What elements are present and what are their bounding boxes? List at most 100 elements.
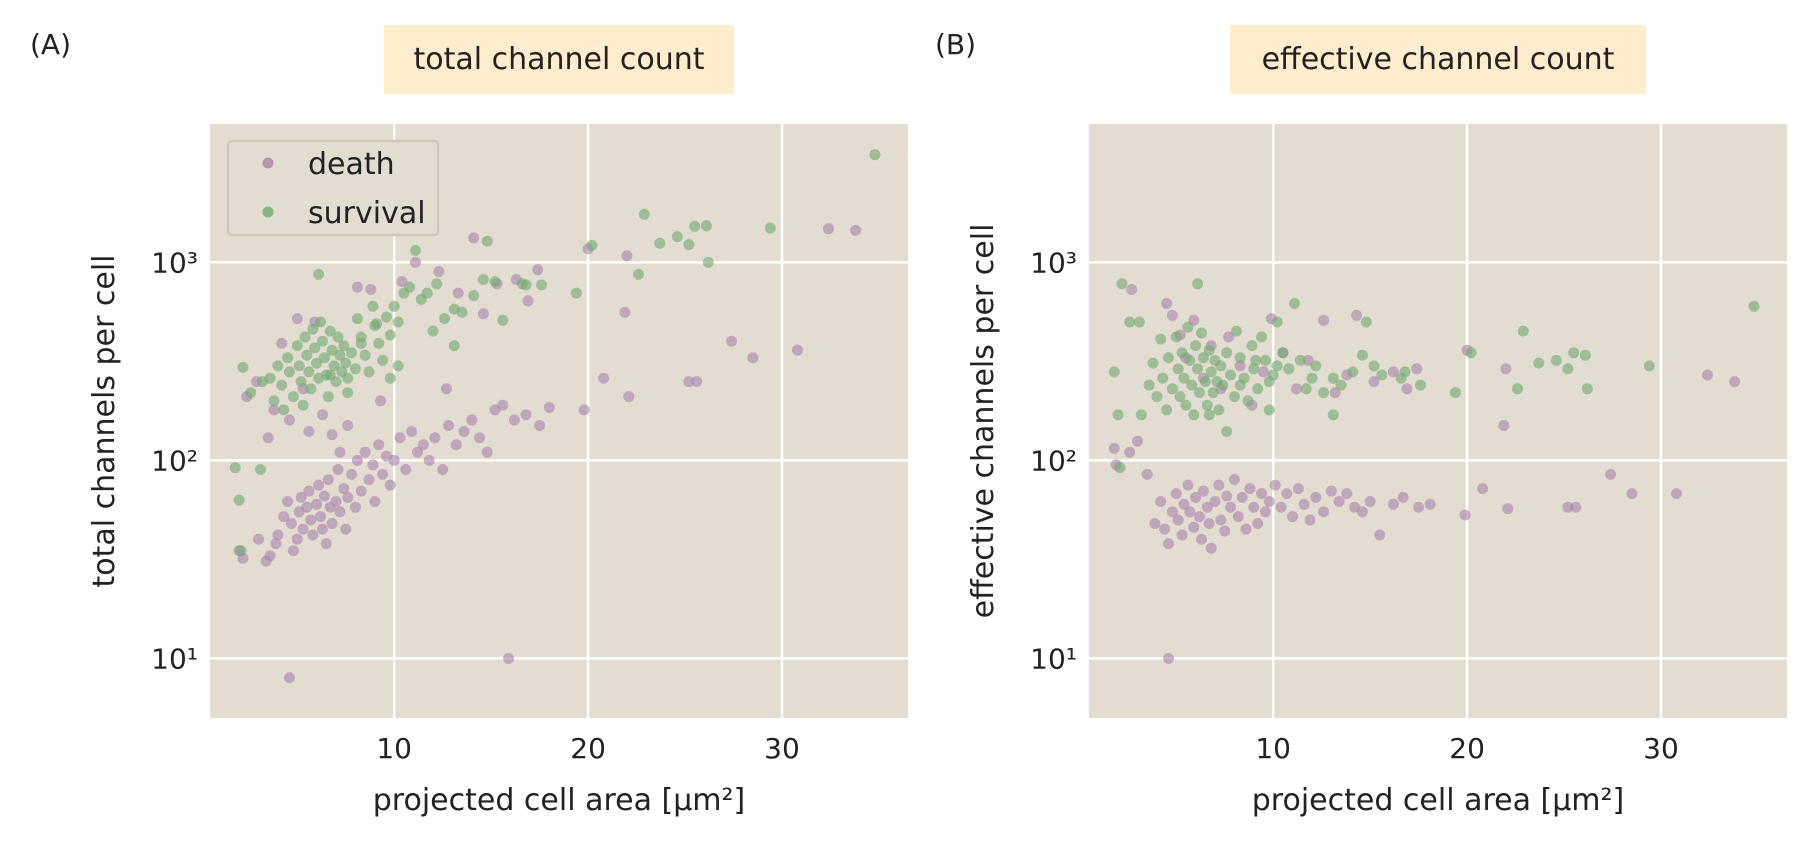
panel-a-point-survival (307, 323, 319, 335)
panel-b-point-survival (1256, 331, 1268, 343)
panel-b-point-death (1498, 420, 1510, 431)
panel-b-point-survival (1263, 404, 1275, 416)
panel-a-point-death (311, 498, 323, 510)
panel-a-point-survival (334, 349, 346, 361)
panel-b-y-tick-label: 10¹ (1030, 642, 1077, 675)
panel-a-point-survival (322, 391, 334, 403)
panel-a-point-survival (264, 372, 276, 384)
panel-a-point-survival (278, 404, 290, 416)
panel-b-x-axis-label: projected cell area [μm²] (1252, 783, 1625, 818)
panel-a-point-survival (342, 372, 354, 384)
panel-b-plot-area (1089, 124, 1787, 718)
panel-a-point-survival (328, 360, 340, 372)
panel-a-point-survival (468, 290, 480, 302)
panel-b-point-survival (1192, 278, 1204, 290)
panel-b-point-survival (1562, 363, 1574, 375)
panel-b-point-survival (1415, 379, 1426, 391)
panel-a-point-death (305, 514, 317, 526)
panel-b-point-survival (1327, 372, 1339, 384)
panel-a-point-survival (317, 335, 328, 347)
legend-marker-death (262, 157, 274, 169)
panel-b-point-death (1298, 498, 1310, 510)
panel-b-point-survival (1182, 321, 1194, 333)
panel-a-point-survival (332, 331, 344, 343)
panel-a-point-death (334, 506, 346, 518)
panel-b-point-death (1671, 488, 1682, 500)
panel-b-point-death (1219, 525, 1231, 537)
panel-a-y-tick-label: 10¹ (151, 642, 198, 675)
panel-a-point-death (297, 523, 309, 535)
panel-b-point-death (1205, 542, 1217, 554)
panel-b-point-survival (1135, 409, 1147, 421)
panel-b-point-survival (1230, 325, 1242, 337)
panel-a-point-survival (233, 494, 245, 506)
panel-a-point-survival (481, 235, 493, 247)
panel-a-point-death (508, 414, 520, 426)
panel-b-point-death (1161, 298, 1173, 309)
panel-a-point-death (253, 533, 264, 545)
panel-b-point-survival (1190, 340, 1202, 352)
panel-a-point-death (429, 432, 441, 444)
panel-b-point-death (1729, 376, 1741, 388)
panel-b-point-survival (1205, 366, 1217, 378)
legend-marker-survival (262, 206, 274, 218)
panel-a-point-death (534, 420, 546, 431)
panel-a-point-death (452, 287, 464, 299)
panel-b-point-survival (1192, 363, 1204, 375)
legend-box (226, 139, 440, 237)
panel-b-point-survival (1533, 357, 1545, 369)
panel-b-point-survival (1271, 316, 1283, 328)
panel-a-series-death (233, 223, 862, 684)
panel-a-point-death (522, 295, 534, 307)
panel-b-point-survival (1196, 327, 1207, 339)
panel-a-point-death (623, 391, 635, 403)
panel-b-point-survival (1643, 360, 1655, 372)
panel-a-x-tick-label: 10 (376, 732, 412, 765)
panel-b-point-survival (1335, 379, 1347, 391)
panel-b-point-death (1221, 490, 1233, 502)
panel-b-point-survival (1151, 391, 1163, 403)
panel-b-point-death (1387, 366, 1399, 378)
panel-b-point-death (1203, 518, 1215, 529)
panel-a-point-survival (431, 278, 443, 290)
panel-a-point-survival (410, 244, 421, 256)
panel-a-point-death (621, 250, 633, 262)
panel-b-point-survival (1163, 352, 1174, 364)
panel-b-label: (B) (935, 28, 976, 61)
panel-b-point-death (1190, 491, 1202, 503)
panel-b-point-survival (1246, 340, 1258, 352)
panel-a-point-survival (346, 347, 357, 359)
panel-a-point-death (477, 308, 489, 320)
panel-b-point-survival (1271, 360, 1283, 372)
panel-a-point-death (367, 459, 379, 471)
legend-label-death: death (308, 147, 395, 182)
panel-b-point-death (1170, 488, 1182, 500)
panel-b-point-survival (1263, 376, 1275, 388)
panel-b-point-death (1368, 376, 1380, 388)
panel-b-point-death (1477, 483, 1489, 495)
panel-a-point-death (792, 344, 803, 356)
panel-a-point-death (437, 464, 449, 475)
panel-b-point-death (1702, 369, 1713, 381)
panel-b-point-survival (1108, 366, 1120, 378)
panel-a-point-death (598, 372, 610, 384)
panel-a-point-death (276, 337, 288, 349)
panel-a-point-survival (654, 237, 666, 249)
panel-b-point-death (1124, 446, 1136, 458)
panel-b-point-death (1236, 491, 1248, 503)
panel-b-point-survival (1579, 349, 1591, 361)
panel-a-point-survival (254, 464, 266, 475)
legend-label-survival: survival (308, 196, 426, 231)
panel-b-point-survival (1180, 399, 1192, 411)
panel-b-point-survival (1283, 363, 1295, 375)
panel-a-point-death (272, 529, 284, 541)
panel-a-x-tick-label: 30 (764, 732, 800, 765)
panel-a-point-death (520, 409, 532, 421)
panel-a-point-death (303, 426, 315, 437)
panel-b-point-death (1333, 496, 1345, 507)
panel-b-point-death (1356, 506, 1368, 518)
panel-a-point-death (578, 404, 590, 416)
panel-b-point-death (1329, 387, 1341, 399)
panel-a-point-death (322, 474, 334, 486)
panel-a-point-death (303, 485, 315, 497)
